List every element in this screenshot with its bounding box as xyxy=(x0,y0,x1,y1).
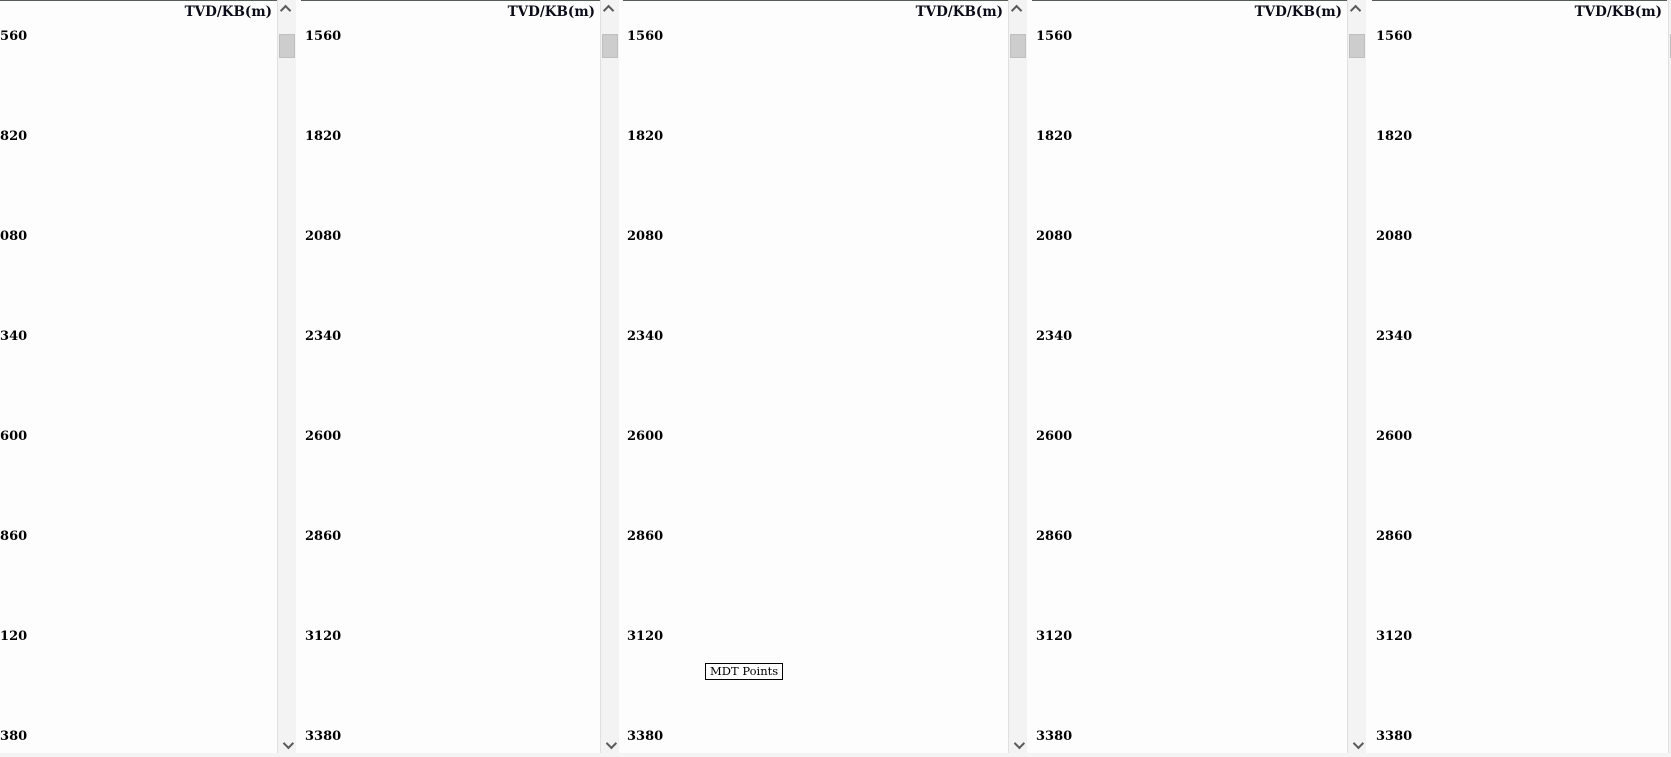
vertical-scrollbar[interactable] xyxy=(1008,0,1027,753)
mdt-points-annotation: MDT Points xyxy=(705,663,784,680)
scroll-down-button[interactable] xyxy=(1009,736,1027,753)
depth-label: 3380 xyxy=(627,729,664,744)
scroll-up-button[interactable] xyxy=(278,0,296,17)
depth-label: 2340 xyxy=(627,329,664,344)
depth-label: 3120 xyxy=(1376,629,1413,644)
depth-label: 2600 xyxy=(1376,429,1413,444)
depth-label: 1820 xyxy=(1036,129,1073,144)
chevron-down-icon xyxy=(1352,737,1365,749)
track-5-plot xyxy=(1372,0,1667,725)
depth-label: 3380 xyxy=(1376,729,1413,744)
scroll-down-button[interactable] xyxy=(601,736,619,753)
chevron-down-icon xyxy=(282,737,295,749)
depth-label: 3380 xyxy=(1036,729,1073,744)
depth-label: 3120 xyxy=(1036,629,1073,644)
scroll-down-button[interactable] xyxy=(278,736,296,753)
depth-label: 2600 xyxy=(627,429,664,444)
pressure-points-magenta xyxy=(1151,301,1247,586)
track-3-plot xyxy=(623,0,1008,753)
scroll-up-button[interactable] xyxy=(1348,0,1366,17)
depth-label: 2340 xyxy=(1376,329,1413,344)
depth-label: 2600 xyxy=(1036,429,1073,444)
scroll-down-button[interactable] xyxy=(1669,736,1671,753)
depth-axis-header: TVD/KB(m) xyxy=(507,4,595,20)
scroll-up-button[interactable] xyxy=(1669,0,1671,17)
scroll-up-button[interactable] xyxy=(1009,0,1027,17)
red-blip-b xyxy=(0,504,11,516)
depth-label: 1560 xyxy=(305,29,342,44)
depth-label: 3120 xyxy=(305,629,342,644)
vertical-scrollbar[interactable] xyxy=(1347,0,1366,753)
depth-label: 2860 xyxy=(1376,529,1413,544)
depth-label: 3380 xyxy=(305,729,342,744)
track-2-plot xyxy=(301,0,600,753)
depth-label: 3380 xyxy=(0,729,28,744)
scrollbar-thumb[interactable] xyxy=(602,34,618,58)
depth-label: 1820 xyxy=(305,129,342,144)
track-1-plot xyxy=(0,0,277,753)
depth-label: 1820 xyxy=(0,129,28,144)
chevron-down-icon xyxy=(605,737,618,749)
trend-line-red xyxy=(322,0,395,651)
depth-label: 3120 xyxy=(627,629,664,644)
scroll-up-button[interactable] xyxy=(601,0,619,17)
depth-label: 1560 xyxy=(1376,29,1413,44)
depth-label: 1820 xyxy=(627,129,664,144)
depth-label: 2080 xyxy=(627,229,664,244)
depth-label: 2080 xyxy=(0,229,28,244)
resistivity-log-blue xyxy=(68,0,178,753)
chevron-up-icon xyxy=(1349,4,1362,16)
chevron-up-icon xyxy=(279,4,292,16)
depth-axis-header: TVD/KB(m) xyxy=(1254,4,1342,20)
density-log-green xyxy=(476,0,557,753)
depth-label: 2080 xyxy=(1376,229,1413,244)
depth-label: 2860 xyxy=(305,529,342,544)
depth-label: 2340 xyxy=(0,329,28,344)
gradient-line-magenta xyxy=(907,0,935,753)
depth-axis-header: TVD/KB(m) xyxy=(184,4,272,20)
depth-label: 2860 xyxy=(0,529,28,544)
scrollbar-thumb[interactable] xyxy=(1010,34,1026,58)
scrollbar-thumb[interactable] xyxy=(279,34,295,58)
vertical-scrollbar[interactable] xyxy=(600,0,619,753)
depth-label: 2860 xyxy=(1036,529,1073,544)
trend-line-red xyxy=(461,741,462,753)
depth-label: 2340 xyxy=(1036,329,1073,344)
depth-label: 2600 xyxy=(0,429,28,444)
depth-label: 2340 xyxy=(305,329,342,344)
window-bottom-edge xyxy=(0,753,1671,757)
caliper-log-blue xyxy=(812,0,847,753)
cuttings-points-green xyxy=(1373,217,1540,491)
scroll-down-button[interactable] xyxy=(1348,736,1366,753)
trend-line-red xyxy=(362,658,477,737)
depth-label: 1560 xyxy=(0,29,28,44)
depth-label: 2860 xyxy=(627,529,664,544)
track-4-plot xyxy=(1032,0,1347,725)
depth-label: 1820 xyxy=(1376,129,1413,144)
depth-label: 2600 xyxy=(305,429,342,444)
chevron-down-icon xyxy=(1013,737,1026,749)
depth-label: 2080 xyxy=(1036,229,1073,244)
depth-axis-header: TVD/KB(m) xyxy=(1574,4,1662,20)
depth-label: 1560 xyxy=(1036,29,1073,44)
depth-label: 3120 xyxy=(0,629,28,644)
gradient-line-orange xyxy=(718,0,755,753)
chevron-up-icon xyxy=(602,4,615,16)
depth-label: 1560 xyxy=(627,29,664,44)
vertical-scrollbar[interactable] xyxy=(277,0,296,753)
scrollbar-thumb[interactable] xyxy=(1349,34,1365,58)
depth-label: 2080 xyxy=(305,229,342,244)
chevron-up-icon xyxy=(1010,4,1023,16)
red-blip-a xyxy=(0,388,14,399)
depth-axis-header: TVD/KB(m) xyxy=(915,4,1003,20)
